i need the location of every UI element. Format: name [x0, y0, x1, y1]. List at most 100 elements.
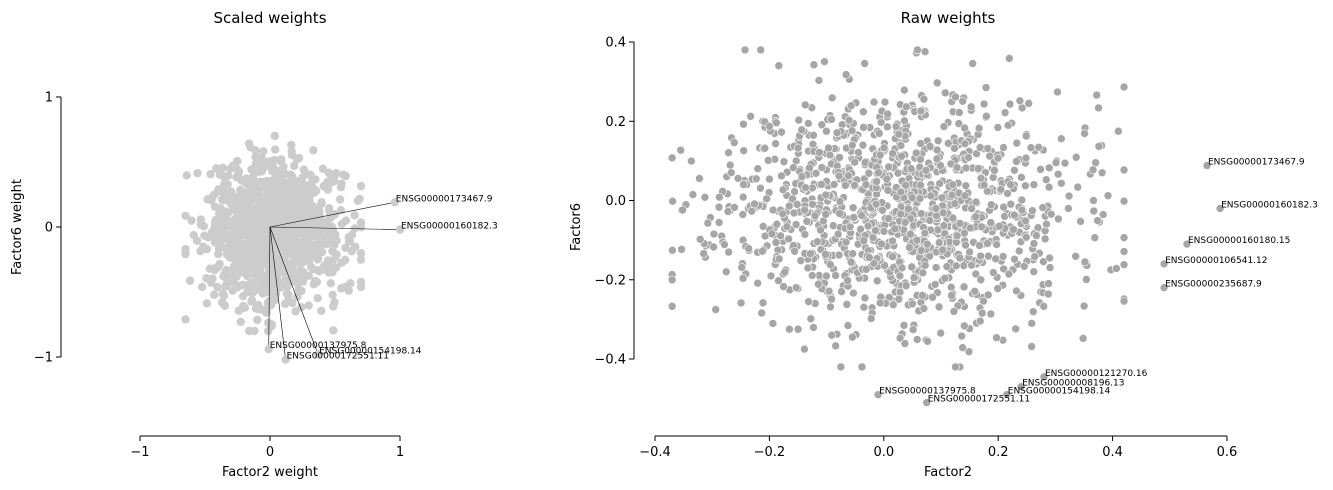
scatter-point	[1021, 153, 1031, 163]
labeled-point	[922, 398, 932, 407]
scatter-point	[879, 143, 889, 153]
weight-vector	[269, 226, 286, 360]
scatter-point	[841, 237, 851, 247]
scatter-point	[900, 339, 910, 348]
scatter-point	[262, 288, 271, 297]
scatter-point	[202, 244, 212, 254]
scatter-point	[1114, 126, 1123, 136]
scatter-point	[833, 229, 843, 239]
labeled-point	[1039, 372, 1049, 382]
scatter-point	[928, 292, 937, 302]
scatter-point	[282, 289, 292, 298]
scatter-point	[181, 315, 190, 324]
scatter-point	[709, 229, 719, 239]
scatter-point	[247, 278, 257, 287]
scatter-point	[883, 186, 893, 195]
scatter-point	[1091, 158, 1100, 168]
y-tick-label: −0.4	[594, 353, 626, 368]
scatter-point	[938, 245, 947, 255]
scatter-point	[1073, 182, 1083, 192]
scatter-point	[204, 233, 213, 242]
scatter-point	[936, 328, 946, 338]
scatter-point	[771, 238, 781, 247]
scatter-point	[797, 125, 807, 135]
scatter-point	[765, 122, 774, 131]
scatter-point	[907, 193, 917, 203]
scatter-point	[291, 237, 300, 246]
scatter-point	[874, 129, 884, 138]
scatter-point	[877, 239, 886, 249]
scatter-point	[784, 234, 793, 244]
scatter-point	[253, 315, 262, 325]
scatter-point	[780, 267, 790, 277]
scatter-point	[341, 216, 351, 225]
scatter-point	[726, 168, 736, 177]
scatter-point	[951, 261, 961, 271]
y-tick-label: 0.4	[605, 36, 626, 51]
scatter-point	[751, 174, 761, 184]
scatter-point	[1009, 225, 1018, 234]
scatter-point	[943, 139, 953, 148]
scatter-point	[341, 255, 350, 265]
scatter-point	[1017, 205, 1027, 215]
scatter-point	[1021, 131, 1031, 141]
scatter-point	[875, 150, 885, 160]
scatter-point	[1092, 90, 1101, 100]
scatter-point	[955, 108, 964, 117]
scatter-point	[229, 276, 238, 285]
scatter-point	[860, 293, 870, 303]
scatter-point	[714, 218, 724, 227]
scatter-point	[848, 249, 857, 258]
scatter-point	[765, 174, 774, 184]
scatter-point	[703, 218, 713, 228]
scatter-point	[341, 171, 350, 181]
scatter-point	[992, 240, 1001, 249]
labeled-point	[395, 225, 405, 234]
scatter-point	[891, 122, 901, 131]
scatter-point	[284, 266, 293, 275]
point-label: ENSG00000160182.3	[1221, 200, 1318, 210]
scatter-point	[846, 257, 856, 267]
x-tick-label: 0.2	[988, 445, 1009, 460]
scatter-point	[990, 166, 999, 175]
scatter-point	[287, 140, 296, 150]
point-label: ENSG00000160182.3	[401, 222, 498, 232]
scatter-point	[308, 176, 317, 186]
scatter-point	[1112, 264, 1121, 273]
scatter-point	[831, 341, 840, 351]
scatter-point	[822, 126, 831, 136]
scatter-point	[923, 239, 932, 249]
scatter-point	[193, 168, 202, 178]
scatter-point	[220, 180, 229, 189]
scatter-point	[785, 324, 794, 334]
scatter-point	[801, 183, 810, 192]
scatter-point	[961, 163, 971, 173]
scatter-point	[920, 47, 930, 56]
scatter-point	[958, 343, 967, 352]
scatter-point	[893, 168, 903, 178]
scatter-point	[687, 156, 696, 166]
scatter-point	[779, 282, 788, 291]
scatter-point	[942, 262, 952, 271]
scatter-point	[879, 227, 889, 236]
scatter-point	[895, 333, 905, 343]
scatter-point	[211, 227, 221, 236]
scatter-point	[293, 277, 302, 286]
scatter-point	[841, 181, 850, 190]
scatter-point	[317, 306, 326, 315]
scatter-point	[793, 143, 803, 153]
scatter-point	[292, 154, 301, 164]
point-label: ENSG00000160180.15	[1188, 236, 1290, 246]
scatter-point	[931, 263, 941, 272]
scatter-point	[1022, 232, 1031, 242]
scatter-point	[1036, 165, 1045, 174]
scatter-point	[711, 305, 720, 314]
scatter-point	[208, 274, 217, 283]
scatter-point	[916, 139, 925, 148]
scatter-point	[857, 362, 867, 372]
scatter-point	[923, 337, 932, 346]
scatter-point	[913, 45, 922, 55]
scatter-point	[255, 188, 264, 197]
scatter-point	[215, 209, 224, 218]
scatter-point	[668, 245, 677, 255]
